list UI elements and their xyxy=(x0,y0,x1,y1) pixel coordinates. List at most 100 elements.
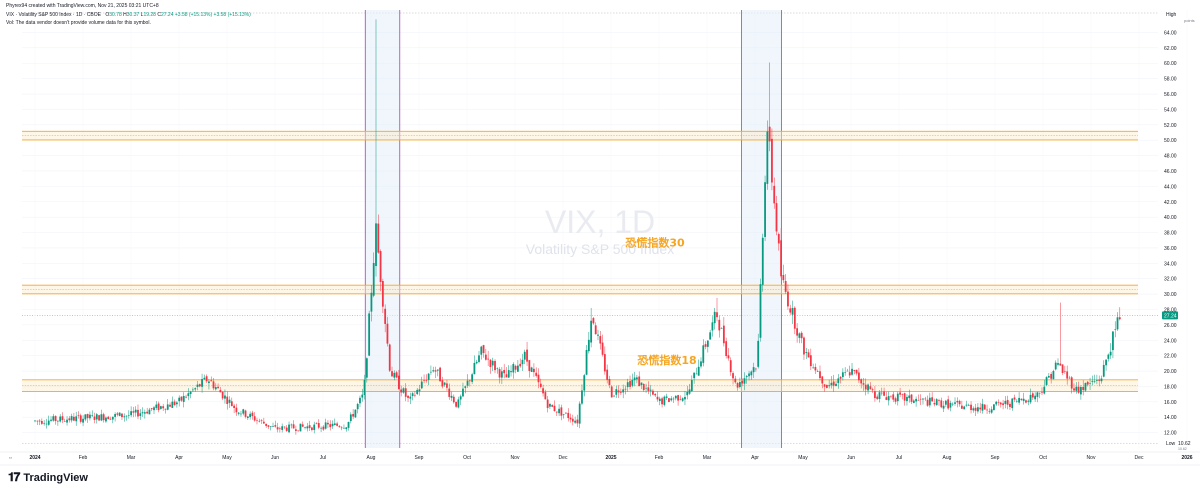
candle-body xyxy=(359,397,361,404)
x-tick-label: Aug xyxy=(367,455,376,461)
candle-body xyxy=(617,390,620,393)
y-tick-label: 16.00 xyxy=(1164,400,1177,406)
candle-body xyxy=(173,401,176,405)
candle-body xyxy=(542,388,544,394)
candle-body xyxy=(979,407,982,410)
candle-body xyxy=(819,371,821,379)
time-axis[interactable]: 2024 Feb Mar Apr May Jun Jul Aug Sep Oct Nov Dec 202… xyxy=(0,451,1200,466)
candle-body xyxy=(761,237,764,285)
candle-body xyxy=(1089,383,1091,384)
candle-body xyxy=(272,426,274,427)
candle-body xyxy=(899,392,901,395)
candle-body xyxy=(1045,377,1048,385)
candle-body xyxy=(633,377,636,381)
candle-body xyxy=(926,399,929,406)
y-tick-label: 22.00 xyxy=(1164,354,1177,360)
candle-body xyxy=(52,416,55,421)
volume-note: Vol: The data vendor doesn't provide vol… xyxy=(6,20,151,26)
x-tick-label: Apr xyxy=(751,455,759,461)
candle-body xyxy=(317,423,320,428)
candle-body xyxy=(320,427,322,429)
candle-body xyxy=(1050,373,1053,379)
candle-body xyxy=(267,425,270,427)
candle-body xyxy=(256,420,258,421)
candle-body xyxy=(471,374,474,382)
candle-body xyxy=(821,376,824,384)
candle-body xyxy=(333,423,336,426)
candle-body xyxy=(924,398,927,400)
x-tick-label: Aug xyxy=(943,455,952,461)
candle-body xyxy=(812,367,815,369)
candle-body xyxy=(1098,379,1101,381)
candle-body xyxy=(1107,354,1110,359)
candle-body xyxy=(1052,370,1055,380)
zone-fill xyxy=(22,379,1138,392)
candle-body xyxy=(1082,386,1085,391)
candle-body xyxy=(963,406,966,410)
x-tick-label: Mar xyxy=(127,455,136,461)
current-price-badge xyxy=(1162,311,1178,320)
watermark-name: Volatility S&P 500 Index xyxy=(526,241,674,257)
candle-body xyxy=(269,426,272,427)
candle-body xyxy=(246,416,249,419)
candle-body xyxy=(1093,381,1096,383)
candle-body xyxy=(800,332,803,339)
annotations[interactable]: 恐慌指数30 恐慌指数18 xyxy=(625,235,696,367)
candle-body xyxy=(1100,378,1103,382)
candle-body xyxy=(265,423,268,426)
ohlc-high-label: H xyxy=(123,12,127,18)
candle-body xyxy=(480,346,483,355)
candle-body xyxy=(828,385,831,387)
candle-body xyxy=(636,377,638,380)
candle-body xyxy=(251,412,254,417)
symbol-description[interactable]: VIX · Volatility S&P 500 Index · 1D · CB… xyxy=(6,12,101,18)
candle-body xyxy=(1018,397,1021,403)
annotation-label[interactable]: 恐慌指数30 xyxy=(625,235,685,249)
candle-body xyxy=(217,386,219,389)
candle-body xyxy=(523,351,526,360)
candle-body xyxy=(498,369,501,378)
candle-body xyxy=(658,398,661,401)
time-axis-nav-icon[interactable]: ⇔ xyxy=(8,455,13,461)
candle-body xyxy=(516,365,519,372)
candle-body xyxy=(93,416,96,420)
candle-body xyxy=(757,340,760,367)
candle-body xyxy=(1075,386,1078,391)
current-price-label: 27.24 xyxy=(1164,313,1177,319)
candle-body xyxy=(331,423,334,427)
x-tick-label: Feb xyxy=(655,455,664,461)
candle-body xyxy=(718,319,721,331)
candle-body xyxy=(603,354,606,372)
candle-body xyxy=(874,391,876,399)
candle-body xyxy=(1079,387,1082,395)
x-tick-label: Sep xyxy=(415,455,424,461)
candle-body xyxy=(365,358,368,378)
candle-body xyxy=(647,387,650,391)
price-axis[interactable]: 64.00 62.00 60.00 58.00 56.00 54.00 52.00 50.00… xyxy=(1162,12,1195,451)
y-axis-units: points xyxy=(1184,18,1195,23)
candle-body xyxy=(841,372,844,378)
tradingview-logo[interactable]: 𝟏𝟕 TradingView xyxy=(8,470,88,485)
candle-body xyxy=(205,376,208,382)
candle-body xyxy=(125,415,128,417)
candle-body xyxy=(324,422,327,429)
candle-body xyxy=(54,416,57,422)
candle-body xyxy=(40,420,43,424)
candle-body xyxy=(640,382,643,386)
candle-body xyxy=(1038,392,1041,394)
y-tick-label: 50.00 xyxy=(1164,138,1177,144)
candle-body xyxy=(816,371,819,372)
x-tick-label: 2025 xyxy=(605,455,616,461)
candle-body xyxy=(574,420,577,423)
candle-body xyxy=(716,312,718,318)
candle-body xyxy=(823,384,826,387)
candle-body xyxy=(796,328,799,336)
horizontal-zones[interactable] xyxy=(22,130,1138,392)
candle-body xyxy=(677,395,679,401)
annotation-label[interactable]: 恐慌指数18 xyxy=(637,353,696,367)
candle-body xyxy=(118,412,121,416)
candle-body xyxy=(912,400,915,403)
candle-body xyxy=(1105,359,1107,366)
candle-body xyxy=(631,379,634,386)
